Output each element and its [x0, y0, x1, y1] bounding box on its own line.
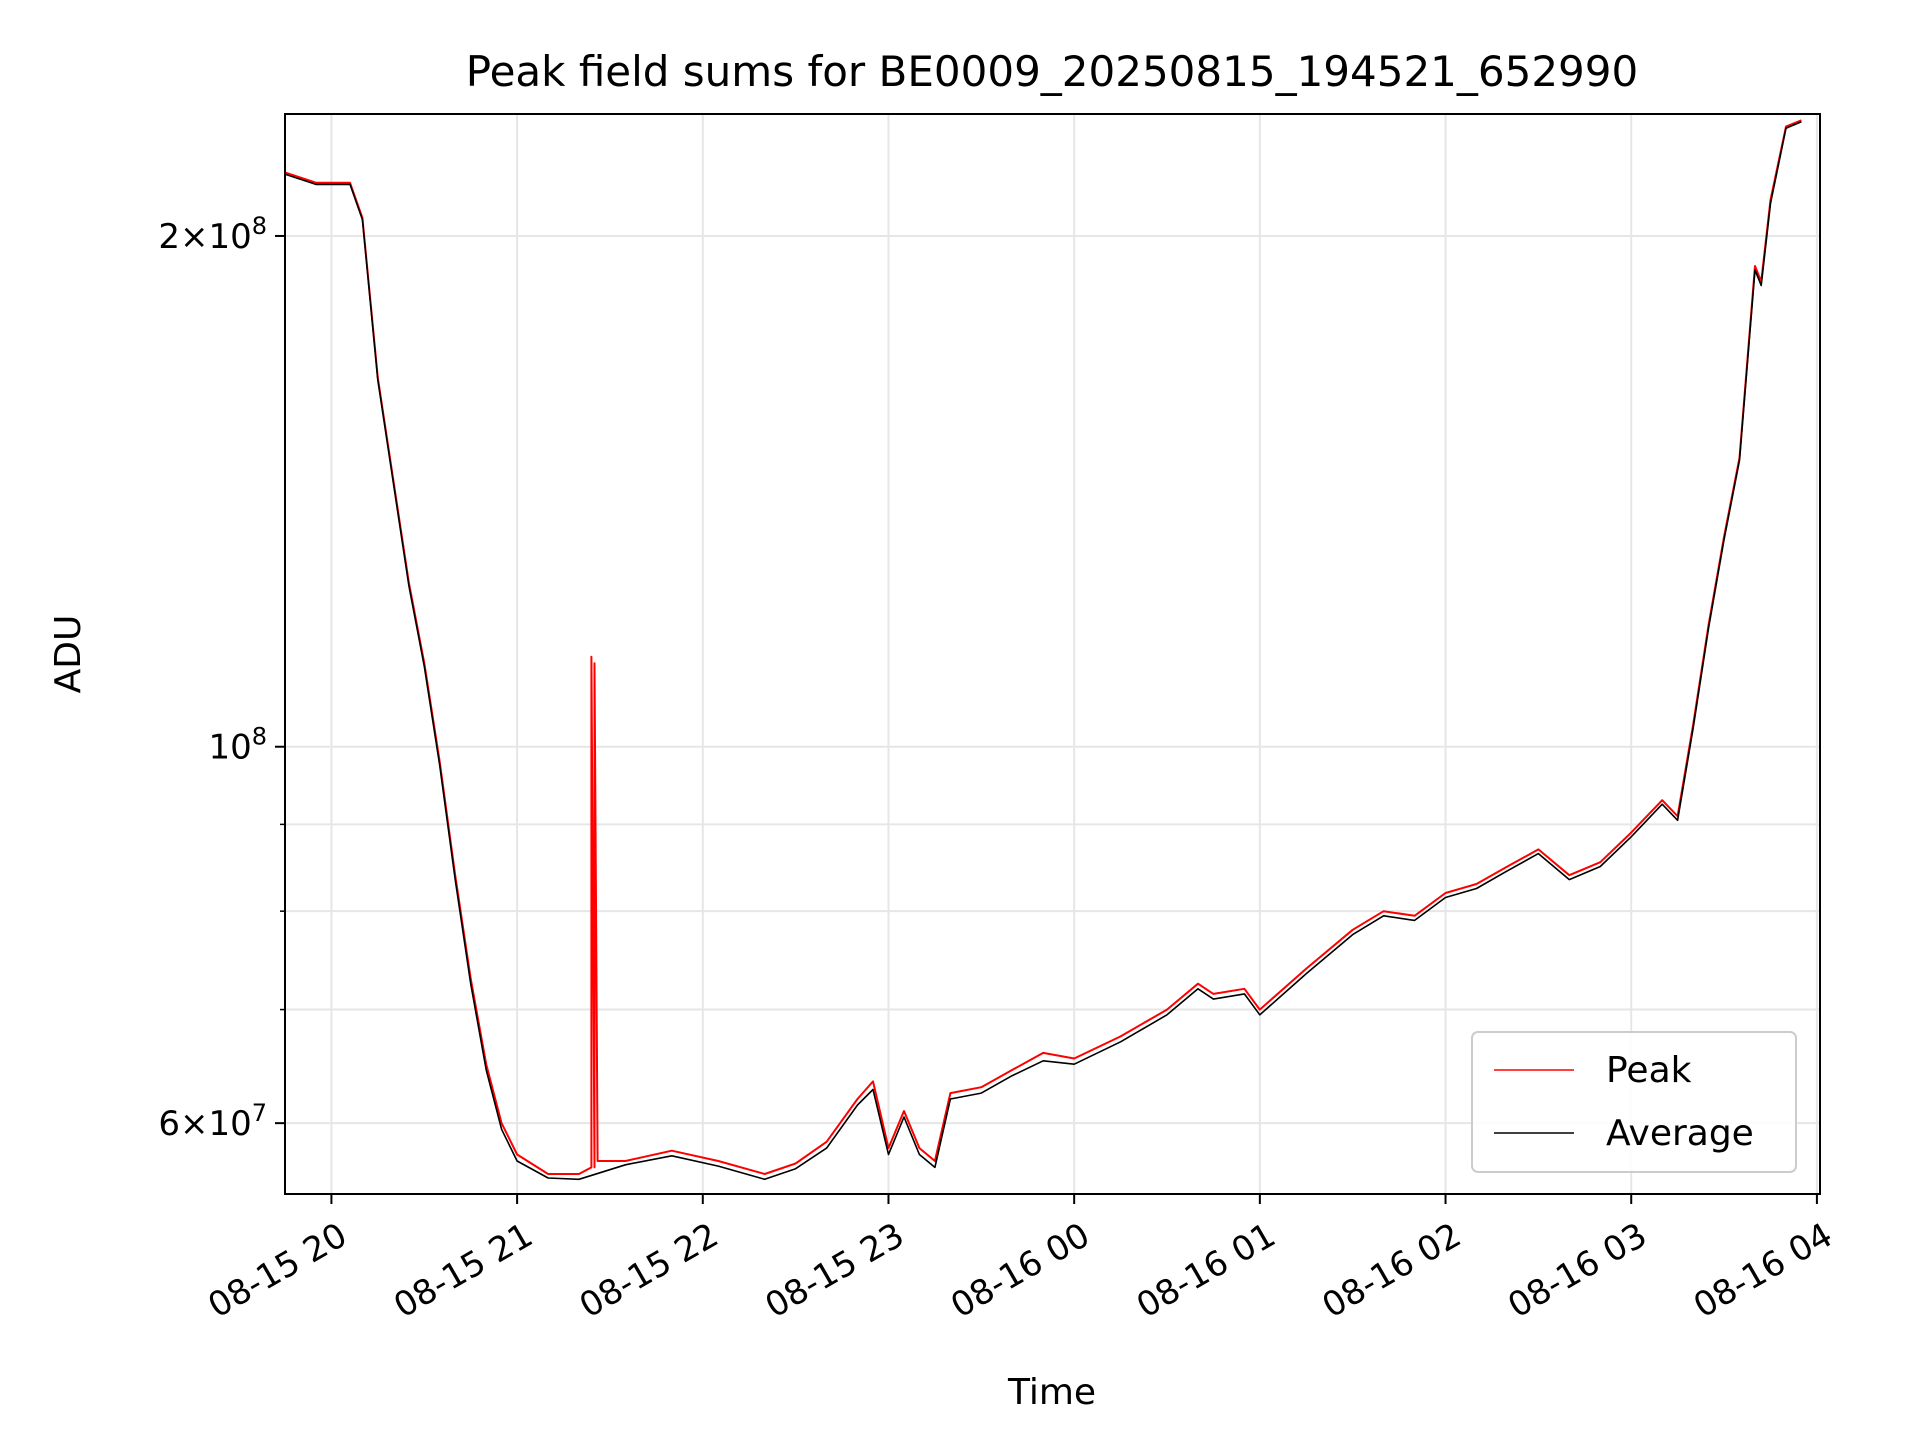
y-tick-label-exp: 8 — [252, 212, 267, 240]
y-tick-label: 6×107 — [158, 1099, 267, 1144]
legend-label-average: Average — [1606, 1113, 1754, 1154]
legend: Peak Average — [1471, 1031, 1797, 1173]
y-tick-label-exp: 7 — [252, 1099, 267, 1127]
y-tick-label-power: 10 — [208, 217, 251, 257]
legend-label-peak: Peak — [1606, 1050, 1692, 1091]
y-tick-label: 2×108 — [158, 212, 267, 257]
legend-box — [1471, 1031, 1797, 1173]
x-axis-label: Time — [1007, 1372, 1096, 1413]
y-tick-label-power: 10 — [208, 1104, 251, 1144]
y-tick-label: 108 — [208, 723, 267, 768]
series-line-average — [285, 121, 1802, 1181]
y-tick-label-times: × — [180, 217, 209, 257]
chart-title: Peak field sums for BE0009_20250815_1945… — [466, 47, 1638, 96]
y-tick-label-base: 2 — [158, 217, 180, 257]
y-axis-label: ADU — [48, 615, 89, 694]
y-tick-label-base: 6 — [158, 1104, 180, 1144]
y-tick-label-power: 10 — [208, 728, 251, 768]
y-tick-label-exp: 8 — [252, 723, 267, 751]
grid — [285, 114, 1820, 1194]
y-tick-label-times: × — [180, 1104, 209, 1144]
series-lines — [285, 119, 1802, 1181]
plot-frame — [284, 113, 1821, 1195]
series-line-peak — [285, 119, 1802, 1175]
